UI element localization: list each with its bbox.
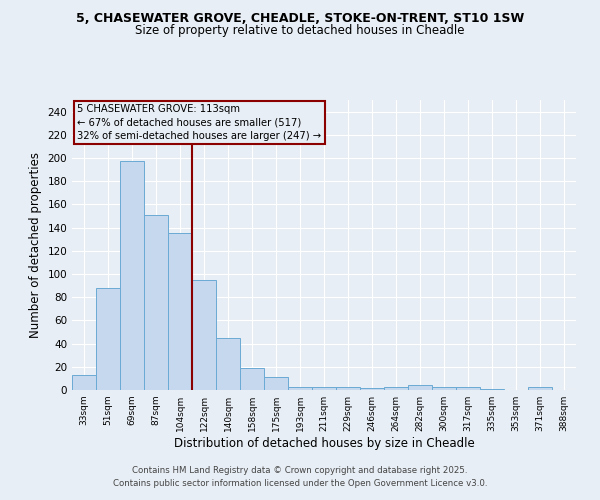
Bar bbox=[72, 375, 96, 390]
Bar bbox=[480, 389, 504, 390]
Bar bbox=[288, 386, 312, 390]
Bar bbox=[528, 386, 552, 390]
Bar bbox=[240, 368, 264, 390]
Bar bbox=[144, 215, 168, 390]
Text: Contains HM Land Registry data © Crown copyright and database right 2025.
Contai: Contains HM Land Registry data © Crown c… bbox=[113, 466, 487, 487]
Bar bbox=[120, 162, 144, 390]
Bar bbox=[336, 386, 360, 390]
Bar bbox=[96, 288, 120, 390]
Bar bbox=[432, 386, 456, 390]
Bar bbox=[312, 386, 336, 390]
X-axis label: Distribution of detached houses by size in Cheadle: Distribution of detached houses by size … bbox=[173, 437, 475, 450]
Bar bbox=[216, 338, 240, 390]
Text: 5, CHASEWATER GROVE, CHEADLE, STOKE-ON-TRENT, ST10 1SW: 5, CHASEWATER GROVE, CHEADLE, STOKE-ON-T… bbox=[76, 12, 524, 26]
Y-axis label: Number of detached properties: Number of detached properties bbox=[29, 152, 42, 338]
Text: 5 CHASEWATER GROVE: 113sqm
← 67% of detached houses are smaller (517)
32% of sem: 5 CHASEWATER GROVE: 113sqm ← 67% of deta… bbox=[77, 104, 321, 141]
Bar bbox=[360, 388, 384, 390]
Text: Size of property relative to detached houses in Cheadle: Size of property relative to detached ho… bbox=[135, 24, 465, 37]
Bar bbox=[384, 386, 408, 390]
Bar bbox=[456, 386, 480, 390]
Bar bbox=[168, 234, 192, 390]
Bar bbox=[264, 377, 288, 390]
Bar bbox=[408, 386, 432, 390]
Bar bbox=[192, 280, 216, 390]
